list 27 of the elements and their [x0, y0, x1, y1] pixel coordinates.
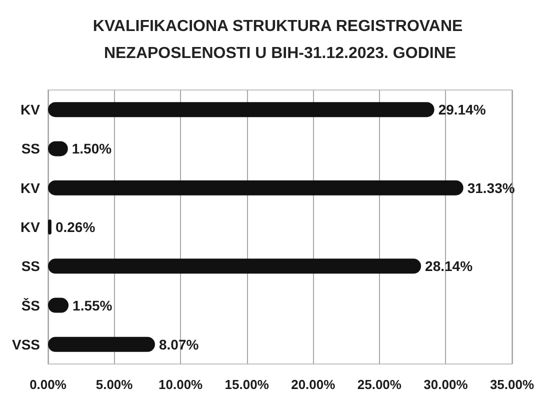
data-label: 1.50%: [72, 140, 112, 157]
data-label: 1.55%: [72, 297, 113, 314]
x-tick-label: 25.00%: [357, 377, 402, 392]
bar: [48, 336, 155, 352]
y-tick-label: SS: [21, 140, 40, 157]
x-tick-label: 35.00%: [490, 377, 534, 392]
chart-title: KVALIFIKACIONA STRUKTURA REGISTROVANE NEZAPOSLENOSTI U BIH-31.12.2023. GODINE: [92, 18, 468, 62]
data-label: 0.26%: [55, 219, 96, 235]
x-tick-label: 5.00%: [96, 377, 134, 392]
y-tick-label: ŠS: [21, 297, 40, 314]
y-tick-label: KV: [20, 102, 41, 118]
y-tick-label: SS: [21, 258, 40, 274]
x-tick-label: 10.00%: [158, 377, 204, 392]
bar: [48, 180, 464, 196]
data-label: 28.14%: [425, 258, 474, 274]
x-tick-label: 15.00%: [224, 377, 270, 392]
data-label: 31.33%: [467, 180, 516, 196]
y-tick-label: VSS: [12, 336, 40, 352]
x-tick-label: 30.00%: [424, 377, 468, 392]
data-label: 8.07%: [158, 336, 200, 352]
data-label: 29.14%: [438, 102, 486, 118]
x-tick-label: 20.00%: [291, 377, 336, 392]
bar: [48, 102, 434, 118]
x-tick-label: 0.00%: [30, 377, 67, 392]
y-tick-label: KV: [20, 180, 41, 196]
y-tick-label: KV: [20, 219, 41, 235]
bar: [48, 258, 422, 274]
